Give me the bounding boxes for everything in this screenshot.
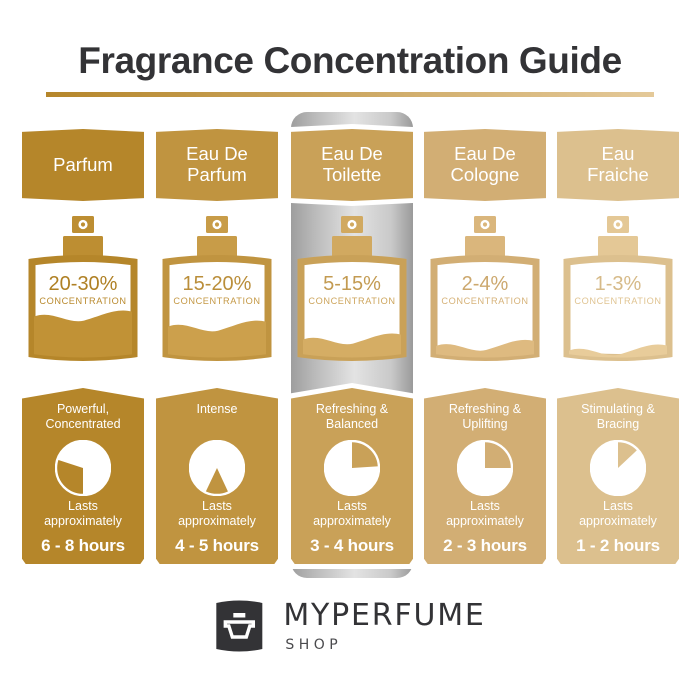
svg-text:CONCENTRATION: CONCENTRATION <box>574 296 661 306</box>
brand-wordmark: MYPERFUME SHOP <box>283 597 486 653</box>
svg-text:20-30%: 20-30% <box>49 273 118 295</box>
card-body: Refreshing & Uplifting Lasts approximately… <box>424 388 546 564</box>
svg-text:15-20%: 15-20% <box>183 273 252 295</box>
mood-label: Refreshing & Uplifting <box>448 402 522 432</box>
longevity-pie-chart <box>589 439 647 501</box>
longevity-pie-chart <box>188 439 246 501</box>
bottle-eau-fraiche: 1-3% CONCENTRATION <box>557 214 679 366</box>
detail-card-eau-de-toilette[interactable]: Refreshing & Balanced Lasts approximately … <box>286 383 418 569</box>
svg-text:1-3%: 1-3% <box>595 273 642 295</box>
banner-body: Eau De Cologne <box>424 129 546 201</box>
banner-label: Eau De Parfum <box>186 143 248 185</box>
lasts-label: Lasts approximately <box>446 498 524 529</box>
duration-value: 3 - 4 hours <box>310 536 394 555</box>
longevity-pie-chart <box>54 439 112 501</box>
bottle-graphic: 15-20% CONCENTRATION <box>162 216 272 361</box>
banner-body: Eau Fraiche <box>557 129 679 201</box>
banner-label: Eau De Cologne <box>450 143 520 185</box>
detail-card-eau-de-cologne[interactable]: Refreshing & Uplifting Lasts approximately… <box>424 388 546 564</box>
bottle-eau-de-toilette: 5-15% CONCENTRATION <box>291 214 413 366</box>
lasts-label: Lasts approximately <box>313 498 391 529</box>
bottle-graphic: 20-30% CONCENTRATION <box>28 216 138 361</box>
svg-text:2-4%: 2-4% <box>462 273 509 295</box>
column-eau-fraiche: Eau Fraiche 1-3% CONCENTRATION Stimulatin… <box>557 0 679 700</box>
header-banner-parfum[interactable]: Parfum <box>22 129 144 201</box>
header-banner-eau-de-cologne[interactable]: Eau De Cologne <box>424 129 546 201</box>
page-title: Fragrance Concentration Guide <box>78 40 622 81</box>
detail-card-parfum[interactable]: Powerful, Concentrated Lasts approximately… <box>22 388 144 564</box>
header-banner-eau-de-toilette[interactable]: Eau De Toilette <box>286 124 418 206</box>
bottle-parfum: 20-30% CONCENTRATION <box>22 214 144 366</box>
perfume-bottle-logo-icon <box>214 598 264 654</box>
mood-label: Powerful, Concentrated <box>45 402 121 432</box>
svg-text:CONCENTRATION: CONCENTRATION <box>441 296 528 306</box>
duration-value: 6 - 8 hours <box>41 536 125 555</box>
svg-text:CONCENTRATION: CONCENTRATION <box>308 296 395 306</box>
duration-value: 4 - 5 hours <box>175 536 259 555</box>
mood-label: Refreshing & Balanced <box>315 402 389 432</box>
detail-card-eau-de-parfum[interactable]: Intense Lasts approximately 4 - 5 hours <box>156 388 278 564</box>
bottle-graphic: 2-4% CONCENTRATION <box>430 216 540 361</box>
lasts-label: Lasts approximately <box>44 498 122 529</box>
svg-text:CONCENTRATION: CONCENTRATION <box>173 296 260 306</box>
banner-body: Parfum <box>22 129 144 201</box>
banner-label: Eau Fraiche <box>587 143 649 185</box>
brand-name: MYPERFUME <box>283 597 486 633</box>
bottle-graphic: 1-3% CONCENTRATION <box>563 216 673 361</box>
column-eau-de-toilette: Eau De Toilette 5-15% CONCENTRATION Refre… <box>286 0 418 700</box>
card-body: Refreshing & Balanced Lasts approximately … <box>291 388 413 564</box>
svg-text:5-15%: 5-15% <box>323 273 381 295</box>
footer: MYPERFUME SHOP <box>0 598 700 678</box>
detail-card-eau-fraiche[interactable]: Stimulating & Bracing Lasts approximately … <box>557 388 679 564</box>
card-body: Stimulating & Bracing Lasts approximately … <box>557 388 679 564</box>
banner-label: Eau De Toilette <box>321 143 383 185</box>
duration-value: 1 - 2 hours <box>576 536 660 555</box>
brand-logo: MYPERFUME SHOP <box>214 598 485 654</box>
banner-label: Parfum <box>53 153 113 175</box>
banner-body: Eau De Toilette <box>291 129 413 201</box>
mood-label: Stimulating & Bracing <box>581 402 655 432</box>
card-body: Powerful, Concentrated Lasts approximately… <box>22 388 144 564</box>
brand-tagline: SHOP <box>285 636 343 653</box>
bottle-graphic: 5-15% CONCENTRATION <box>297 216 407 361</box>
lasts-label: Lasts approximately <box>178 498 256 529</box>
column-eau-de-parfum: Eau De Parfum 15-20% CONCENTRATION Intens… <box>156 0 278 700</box>
title-divider <box>46 92 654 97</box>
header-banner-eau-fraiche[interactable]: Eau Fraiche <box>557 129 679 201</box>
duration-value: 2 - 3 hours <box>443 536 527 555</box>
banner-body: Eau De Parfum <box>156 129 278 201</box>
svg-text:CONCENTRATION: CONCENTRATION <box>39 296 126 306</box>
column-eau-de-cologne: Eau De Cologne 2-4% CONCENTRATION Refresh… <box>424 0 546 700</box>
column-parfum: Parfum 20-30% CONCENTRATION Powerful, Con… <box>22 0 144 700</box>
header-banner-eau-de-parfum[interactable]: Eau De Parfum <box>156 129 278 201</box>
mood-label: Intense <box>196 402 238 416</box>
longevity-pie-chart <box>323 439 381 501</box>
longevity-pie-chart <box>456 439 514 501</box>
lasts-label: Lasts approximately <box>579 498 657 529</box>
bottle-eau-de-parfum: 15-20% CONCENTRATION <box>156 214 278 366</box>
card-body: Intense Lasts approximately 4 - 5 hours <box>156 388 278 564</box>
bottle-eau-de-cologne: 2-4% CONCENTRATION <box>424 214 546 366</box>
